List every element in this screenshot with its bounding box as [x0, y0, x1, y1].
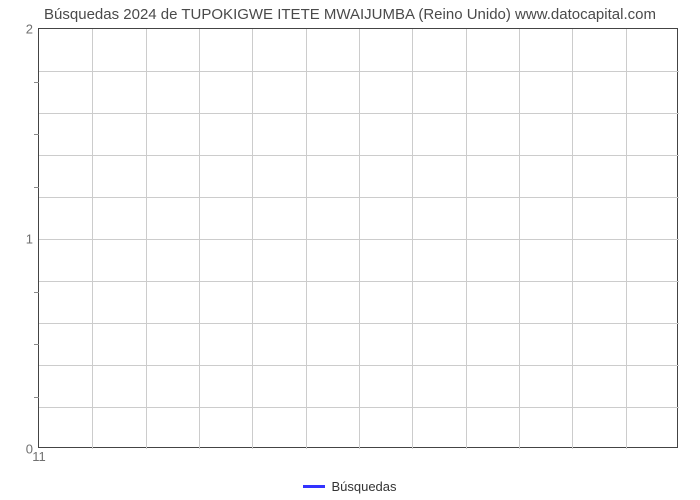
y-axis-tick-label: 1	[26, 232, 39, 247]
grid-line-horizontal	[39, 71, 679, 72]
grid-line-horizontal	[39, 323, 679, 324]
x-axis-tick-label: 11	[32, 447, 46, 464]
legend-series-label: Búsquedas	[331, 479, 396, 494]
y-axis-minor-tick	[34, 134, 39, 135]
grid-line-horizontal	[39, 281, 679, 282]
grid-line-horizontal	[39, 113, 679, 114]
grid-line-horizontal	[39, 407, 679, 408]
legend-swatch	[303, 485, 325, 488]
grid-line-horizontal	[39, 155, 679, 156]
chart-container: Búsquedas 2024 de TUPOKIGWE ITETE MWAIJU…	[0, 0, 700, 500]
grid-line-horizontal	[39, 365, 679, 366]
y-axis-minor-tick	[34, 187, 39, 188]
y-axis-minor-tick	[34, 292, 39, 293]
grid-line-horizontal	[39, 239, 679, 240]
plot-area: 01211	[38, 28, 678, 448]
y-axis-minor-tick	[34, 344, 39, 345]
legend: Búsquedas	[0, 478, 700, 494]
chart-title: Búsquedas 2024 de TUPOKIGWE ITETE MWAIJU…	[0, 6, 700, 23]
y-axis-minor-tick	[34, 397, 39, 398]
y-axis-tick-label: 2	[26, 22, 39, 37]
y-axis-minor-tick	[34, 82, 39, 83]
grid-line-horizontal	[39, 197, 679, 198]
